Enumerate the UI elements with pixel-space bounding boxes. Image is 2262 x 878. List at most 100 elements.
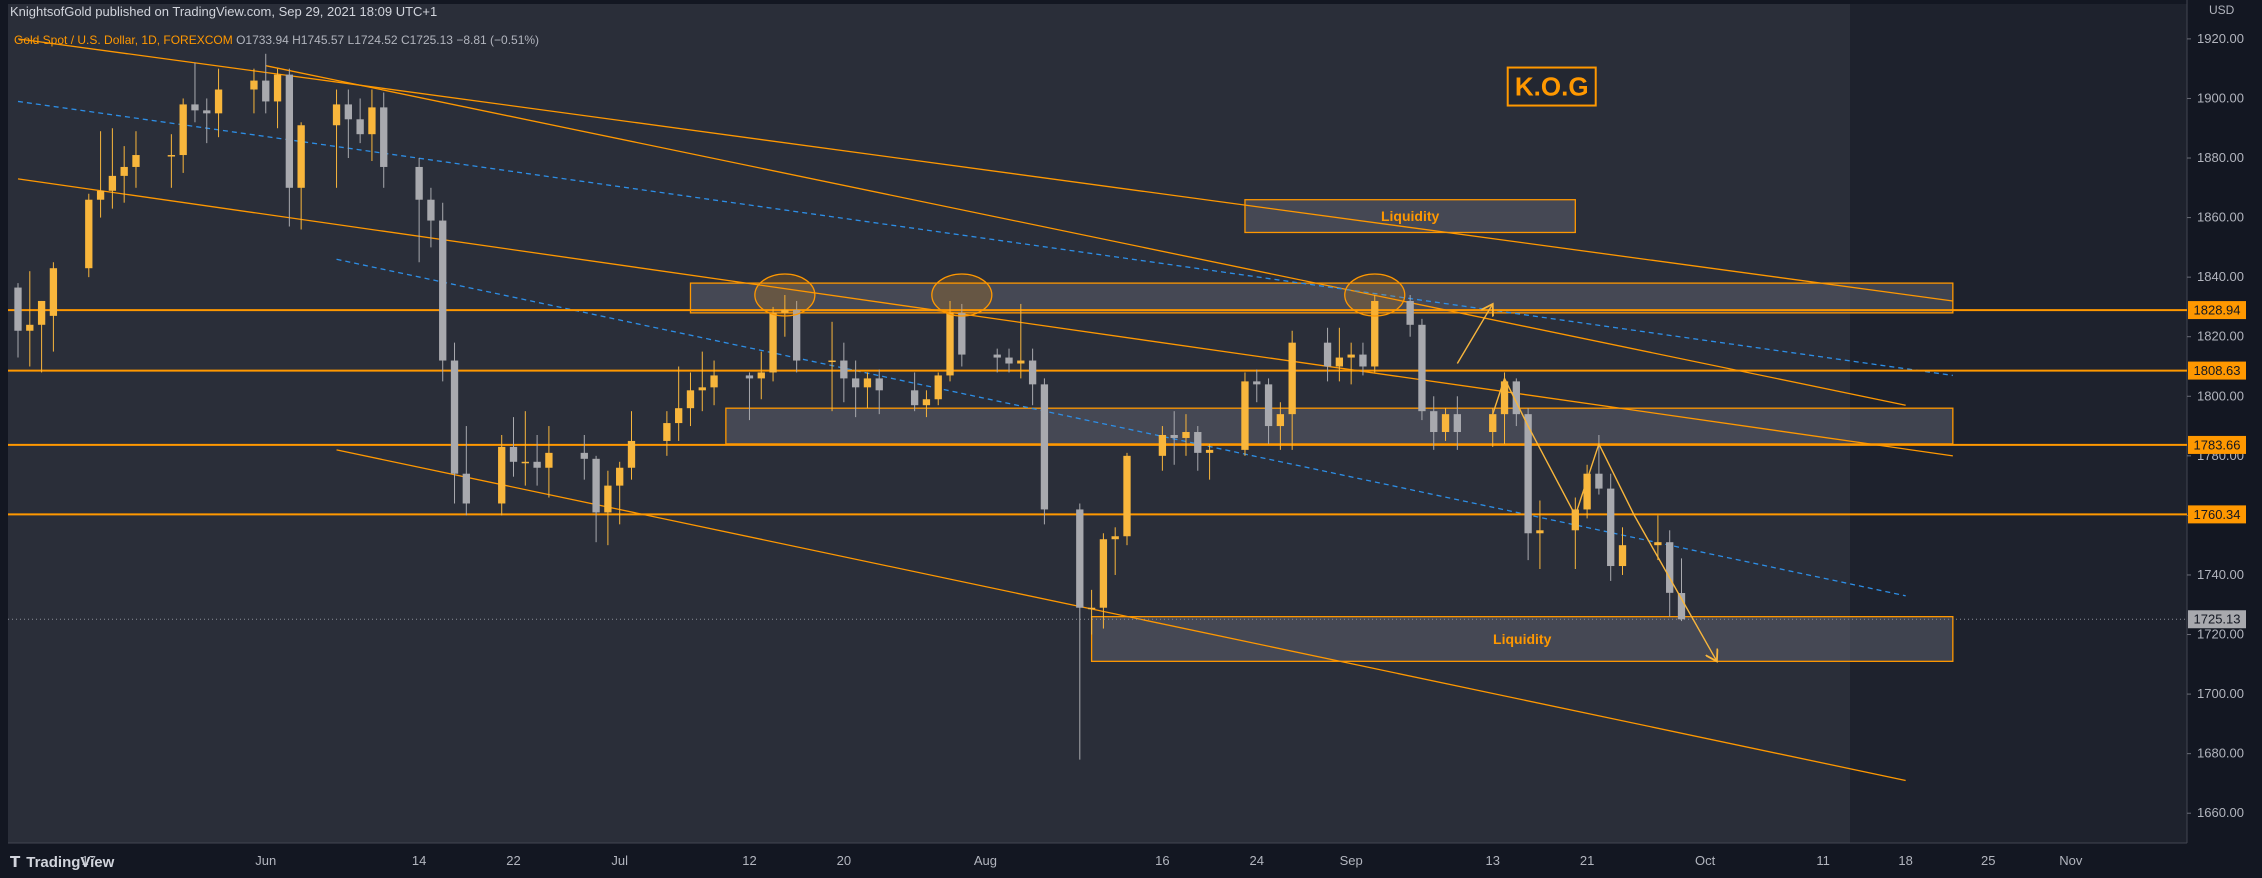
candle[interactable] bbox=[686, 372, 695, 427]
candle[interactable] bbox=[368, 89, 376, 161]
trendline[interactable] bbox=[17, 178, 1953, 457]
candle[interactable] bbox=[1418, 318, 1426, 421]
candle[interactable] bbox=[85, 193, 93, 278]
highlight-circle[interactable] bbox=[754, 273, 816, 317]
candle[interactable] bbox=[509, 417, 518, 477]
highlight-circle[interactable] bbox=[1344, 273, 1406, 317]
candle[interactable] bbox=[1347, 342, 1355, 385]
symbol-info[interactable]: Gold Spot / U.S. Dollar, 1D, FOREXCOM O1… bbox=[14, 33, 539, 47]
price-axis[interactable]: 1920.00 1900.00 1880.00 1860.00 1840.00 1820.… bbox=[2187, 3, 2244, 820]
candle[interactable] bbox=[1583, 464, 1591, 519]
candle[interactable] bbox=[851, 360, 860, 418]
candle[interactable] bbox=[96, 131, 105, 218]
candle[interactable] bbox=[1099, 533, 1108, 629]
candle[interactable] bbox=[332, 89, 341, 188]
candle[interactable] bbox=[1430, 396, 1438, 450]
candle[interactable] bbox=[1571, 497, 1579, 570]
candle[interactable] bbox=[1170, 411, 1178, 465]
candle[interactable] bbox=[958, 303, 966, 367]
candle[interactable] bbox=[203, 98, 211, 144]
candle[interactable] bbox=[922, 390, 931, 418]
candle[interactable] bbox=[14, 283, 22, 358]
candle[interactable] bbox=[1677, 558, 1686, 622]
candle[interactable] bbox=[427, 187, 435, 248]
candle[interactable] bbox=[1524, 408, 1532, 561]
candle[interactable] bbox=[993, 348, 1001, 373]
candle[interactable] bbox=[120, 146, 128, 203]
candle[interactable] bbox=[26, 271, 34, 367]
candle[interactable] bbox=[297, 122, 305, 230]
candle[interactable] bbox=[1028, 348, 1037, 406]
candle[interactable] bbox=[910, 372, 919, 412]
dashed-trendline[interactable] bbox=[336, 258, 1906, 597]
candle[interactable] bbox=[250, 68, 258, 114]
candle[interactable] bbox=[1359, 342, 1367, 376]
candle[interactable] bbox=[1205, 443, 1214, 480]
candle[interactable] bbox=[1040, 378, 1049, 525]
candle[interactable] bbox=[1288, 330, 1296, 450]
candle[interactable] bbox=[545, 426, 553, 498]
candle[interactable] bbox=[675, 366, 683, 441]
candle[interactable] bbox=[1335, 327, 1344, 382]
candles-layer[interactable] bbox=[14, 53, 1686, 760]
projection-arrow[interactable] bbox=[1456, 304, 1492, 364]
candle[interactable] bbox=[1666, 530, 1674, 617]
candle[interactable] bbox=[132, 131, 140, 188]
candle[interactable] bbox=[37, 300, 46, 373]
candle[interactable] bbox=[1005, 348, 1013, 373]
candle[interactable] bbox=[1182, 414, 1190, 456]
candle[interactable] bbox=[273, 68, 282, 129]
candle[interactable] bbox=[580, 434, 588, 480]
candle[interactable] bbox=[1453, 396, 1461, 450]
candle[interactable] bbox=[179, 98, 187, 173]
candle[interactable] bbox=[1654, 515, 1662, 561]
trendline[interactable] bbox=[17, 38, 1953, 302]
candle[interactable] bbox=[108, 128, 117, 209]
candle[interactable] bbox=[1489, 408, 1497, 447]
candle[interactable] bbox=[380, 92, 388, 188]
candle[interactable] bbox=[604, 470, 612, 546]
candle[interactable] bbox=[627, 411, 636, 480]
candle[interactable] bbox=[285, 68, 294, 227]
candle[interactable] bbox=[1371, 295, 1379, 373]
candle[interactable] bbox=[1264, 378, 1273, 444]
candle[interactable] bbox=[1111, 527, 1119, 575]
candle[interactable] bbox=[167, 134, 176, 188]
candle[interactable] bbox=[344, 89, 352, 159]
candle[interactable] bbox=[792, 300, 801, 373]
candle[interactable] bbox=[875, 369, 883, 415]
candle[interactable] bbox=[439, 202, 447, 382]
candle[interactable] bbox=[840, 342, 848, 403]
trendline[interactable] bbox=[265, 65, 1906, 406]
candle[interactable] bbox=[1194, 426, 1202, 471]
candle[interactable] bbox=[533, 434, 541, 486]
candle[interactable] bbox=[592, 455, 600, 543]
candle[interactable] bbox=[698, 351, 706, 412]
candle[interactable] bbox=[757, 351, 765, 400]
candle[interactable] bbox=[521, 411, 529, 486]
brand-name[interactable]: TradingView bbox=[26, 853, 115, 871]
tradingview-logo-icon[interactable]: 𝗧 bbox=[10, 854, 21, 871]
candle[interactable] bbox=[356, 98, 364, 144]
candle[interactable] bbox=[769, 306, 777, 382]
candle[interactable] bbox=[191, 62, 199, 123]
candle[interactable] bbox=[745, 372, 754, 421]
dashed-trendline[interactable] bbox=[17, 100, 1953, 377]
candle[interactable] bbox=[663, 411, 671, 456]
candle[interactable] bbox=[1607, 473, 1615, 581]
highlight-circle[interactable] bbox=[931, 273, 993, 317]
candle[interactable] bbox=[262, 53, 270, 114]
candle[interactable] bbox=[214, 68, 223, 138]
candle[interactable] bbox=[1618, 527, 1627, 575]
candle[interactable] bbox=[1017, 303, 1025, 379]
candle[interactable] bbox=[1087, 589, 1096, 635]
time-axis[interactable]: 17 Jun 14 22 Jul 12 20 Aug 16 24 Sep 13 21 Oct 11 18 25 N… bbox=[82, 853, 2083, 868]
projection-arrow[interactable] bbox=[1492, 376, 1717, 661]
candle[interactable] bbox=[462, 426, 470, 516]
candle[interactable] bbox=[1536, 500, 1544, 570]
candle[interactable] bbox=[616, 461, 624, 525]
candle[interactable] bbox=[49, 262, 58, 352]
candle[interactable] bbox=[934, 372, 942, 406]
candle[interactable] bbox=[1076, 503, 1084, 760]
candle[interactable] bbox=[1441, 408, 1450, 441]
